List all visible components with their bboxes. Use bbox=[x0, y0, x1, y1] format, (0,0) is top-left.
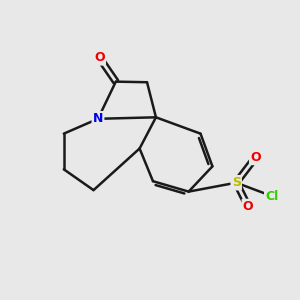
Text: Cl: Cl bbox=[265, 190, 278, 202]
Text: S: S bbox=[232, 176, 241, 189]
Text: O: O bbox=[250, 151, 261, 164]
Text: N: N bbox=[93, 112, 103, 125]
Text: O: O bbox=[243, 200, 254, 213]
Text: O: O bbox=[94, 51, 105, 64]
